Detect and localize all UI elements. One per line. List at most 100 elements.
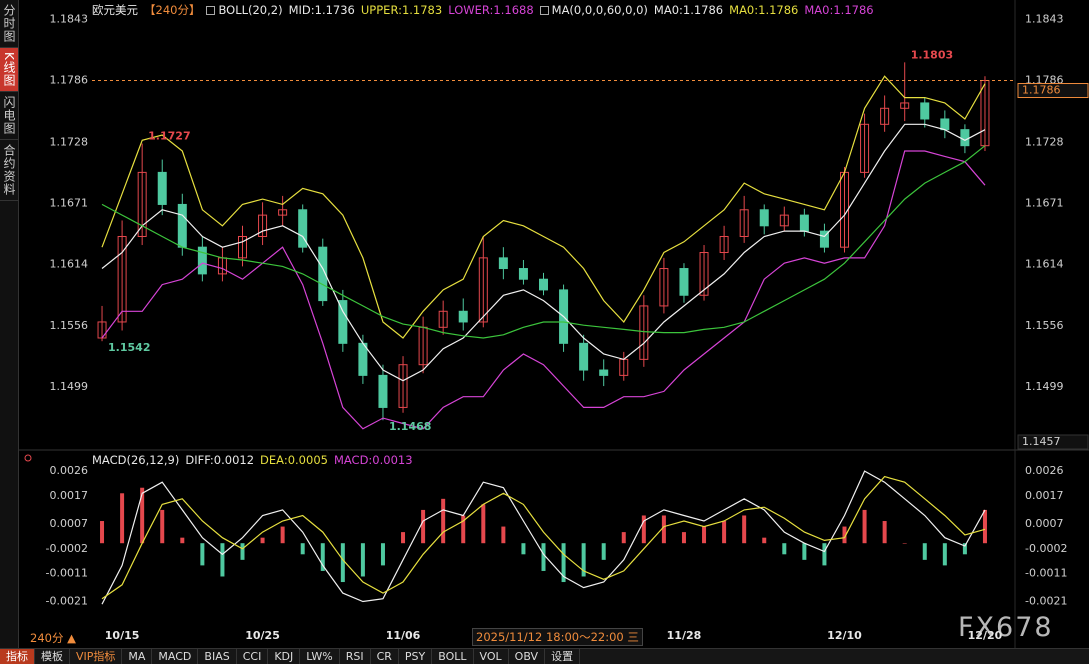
y-tick-label: 1.1786 (50, 74, 89, 87)
indicator-icon (206, 6, 215, 15)
x-tick-label: 10/15 (105, 629, 140, 642)
header-label: MA0:1.1786 (729, 3, 798, 17)
macd-bar (421, 510, 425, 543)
candle-body (499, 258, 507, 269)
indicator-icon (540, 6, 549, 15)
macd-bar (401, 532, 405, 543)
toolbar-item[interactable]: OBV (509, 649, 545, 664)
header-label: DEA:0.0005 (260, 453, 328, 467)
macd-bar (281, 527, 285, 544)
y-tick-label: 1.1499 (50, 380, 89, 393)
header-label: MACD(26,12,9) (92, 453, 179, 467)
y-tick-label: 0.0007 (50, 517, 89, 530)
extreme-label: 1.1542 (108, 341, 150, 354)
toolbar-item[interactable]: CCI (237, 649, 269, 664)
period-label[interactable]: 240分 ▲ (30, 630, 76, 646)
macd-bar (622, 532, 626, 543)
candle-body (961, 130, 969, 146)
indicator-line (102, 146, 985, 338)
toolbar-item[interactable]: LW% (300, 649, 339, 664)
macd-bar (762, 538, 766, 544)
macd-bar (863, 510, 867, 543)
header-label: MID:1.1736 (289, 3, 355, 17)
header-label: 欧元美元 (92, 2, 138, 18)
watermark: FX678 (958, 612, 1054, 643)
y-tick-label: 1.1671 (50, 196, 89, 209)
axis-bottom-label: 1.1457 (1022, 435, 1061, 448)
macd-bar (361, 543, 365, 576)
macd-bar (220, 543, 224, 576)
macd-line (102, 471, 985, 604)
y-tick-label: 1.1843 (50, 13, 89, 26)
y-tick-label-right: 1.1499 (1025, 380, 1064, 393)
macd-bar (160, 510, 164, 543)
extreme-label: 1.1803 (911, 48, 953, 61)
y-tick-label-right: 1.1614 (1025, 257, 1064, 270)
y-tick-label: 1.1728 (50, 135, 89, 148)
header-label: MA0:1.1786 (654, 3, 723, 17)
macd-bar (782, 543, 786, 554)
toolbar-item[interactable]: MACD (152, 649, 198, 664)
toolbar-item[interactable]: KDJ (268, 649, 300, 664)
macd-bar (241, 543, 245, 560)
y-tick-label: 0.0026 (50, 464, 89, 477)
toolbar-item[interactable]: BIAS (198, 649, 236, 664)
header-label: UPPER:1.1783 (361, 3, 442, 17)
macd-bar (923, 543, 927, 560)
y-tick-label-right: 0.0007 (1025, 517, 1064, 530)
header-label: DIFF:0.0012 (185, 453, 254, 467)
macd-header: MACD(26,12,9)DIFF:0.0012DEA:0.0005MACD:0… (92, 453, 413, 467)
candle-body (921, 103, 929, 119)
macd-bar (542, 543, 546, 571)
y-tick-label-right: 1.1728 (1025, 135, 1064, 148)
macd-bar (301, 543, 305, 554)
toolbar-item[interactable]: 模板 (35, 649, 70, 664)
sidebar-tab[interactable]: 合约资料 (0, 140, 18, 201)
macd-bar (100, 521, 104, 543)
candle-body (158, 172, 166, 204)
candle-body (359, 343, 367, 375)
sidebar: 分时图K线图闪电图合约资料 (0, 0, 19, 648)
candle-body (540, 279, 548, 290)
x-tick-label: 10/25 (245, 629, 280, 642)
y-tick-label: 1.1556 (50, 319, 89, 332)
candle-body (941, 119, 949, 130)
toolbar-item[interactable]: CR (371, 649, 399, 664)
macd-bar (521, 543, 525, 554)
toolbar-item[interactable]: 指标 (0, 649, 35, 664)
macd-bar (983, 510, 987, 543)
candle-body (800, 215, 808, 231)
sidebar-tab[interactable]: 闪电图 (0, 92, 18, 140)
macd-bar (441, 499, 445, 543)
y-tick-label: 1.1614 (50, 257, 89, 270)
toolbar-item[interactable]: BOLL (432, 649, 473, 664)
toolbar-item[interactable]: 设置 (545, 649, 580, 664)
indicator-line (102, 76, 985, 338)
toolbar-item[interactable]: PSY (399, 649, 432, 664)
toolbar-item[interactable]: MA (122, 649, 152, 664)
indicator-line (102, 124, 985, 380)
y-tick-label-right: -0.0021 (1025, 594, 1067, 607)
y-tick-label: -0.0011 (46, 567, 88, 580)
macd-bar (722, 521, 726, 543)
toolbar-item[interactable]: RSI (340, 649, 371, 664)
crosshair-time: 2025/11/12 18:00～22:00 三 (472, 628, 643, 646)
y-tick-label-right: 1.1556 (1025, 319, 1064, 332)
sidebar-tab[interactable]: K线图 (0, 48, 18, 92)
toolbar-item[interactable]: VIP指标 (70, 649, 122, 664)
toolbar-item[interactable]: VOL (474, 649, 509, 664)
sidebar-tab[interactable]: 分时图 (0, 0, 18, 48)
y-tick-label-right: -0.0002 (1025, 542, 1067, 555)
y-tick-label: -0.0002 (46, 542, 88, 555)
macd-bar (381, 543, 385, 565)
y-tick-label-right: 1.1843 (1025, 13, 1064, 26)
header-label: 【240分】 (144, 2, 200, 18)
macd-bar (341, 543, 345, 582)
toolbar: 指标模板VIP指标MAMACDBIASCCIKDJLW%RSICRPSYBOLL… (0, 648, 1089, 664)
macd-bar (903, 543, 907, 544)
candle-body (600, 370, 608, 375)
y-tick-label: 0.0017 (50, 489, 89, 502)
x-tick-label: 11/06 (386, 629, 421, 642)
macd-bar (802, 543, 806, 560)
header-label: MA(0,0,0,60,0,0) (552, 3, 648, 17)
